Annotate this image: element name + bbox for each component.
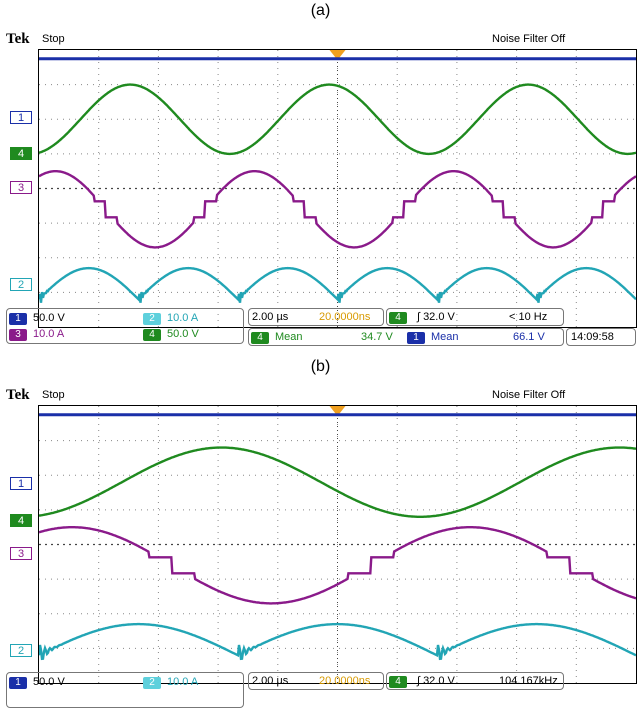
trigger-frequency: 104.167kHz xyxy=(499,675,558,687)
ch3-scale: 3 10.0 A xyxy=(9,328,64,341)
trigger-frequency: < 10 Hz xyxy=(509,311,548,323)
trigger-box: 4 ∫ 32.0 V < 10 Hz xyxy=(386,308,564,326)
channel-2-trace xyxy=(39,266,636,303)
timebase: 2.00 µs xyxy=(252,311,289,323)
trigger-level: ∫ 32.0 V xyxy=(417,311,455,323)
trigger-box: 4 ∫ 32.0 V 104.167kHz xyxy=(386,672,564,690)
ch1-scale: 1 50.0 V xyxy=(9,676,65,689)
measurement-2-value: 66.1 V xyxy=(513,331,545,343)
graticule-grid xyxy=(39,50,636,327)
trigger-position-marker xyxy=(329,406,346,416)
ch2-scale: 2 10.0 A xyxy=(143,676,198,689)
channel-2-marker: 2 xyxy=(10,644,32,657)
channel-1-marker: 1 xyxy=(10,111,32,124)
acquisition-state: Stop xyxy=(42,33,65,45)
measurement-2: 1 Mean xyxy=(407,331,459,344)
channel-3-trace xyxy=(39,169,636,249)
panel-label: (a) xyxy=(310,2,331,19)
brand-logo: Tek xyxy=(6,31,30,47)
trigger-position-marker xyxy=(329,50,346,60)
delay: 20.0000ns xyxy=(319,675,371,687)
waveform-graticule xyxy=(38,405,637,684)
channel-4-trace xyxy=(39,446,636,519)
timebase-box: 2.00 µs 20.0000ns xyxy=(248,308,384,326)
trigger-source: 4 xyxy=(389,675,413,688)
measurement-box: 4 Mean 34.7 V 1 Mean 66.1 V xyxy=(248,328,564,346)
scope-top-bar: Tek Stop Noise Filter Off xyxy=(0,387,641,405)
waveform-graticule xyxy=(38,49,637,328)
channel-4-marker: 4 xyxy=(10,147,32,160)
channel-scales-box: 1 50.0 V 2 10.0 A 3 10.0 A 4 50.0 V xyxy=(6,308,244,344)
waveform-plot xyxy=(39,406,636,683)
channel-3-marker: 3 xyxy=(10,547,32,560)
delay: 20.0000ns xyxy=(319,311,371,323)
channel-2-trace xyxy=(39,622,636,661)
brand-logo: Tek xyxy=(6,387,30,403)
ch1-scale: 1 50.0 V xyxy=(9,312,65,325)
noise-filter-status: Noise Filter Off xyxy=(492,33,566,45)
clock-box: 14:09:58 xyxy=(566,328,636,346)
ch2-scale: 2 10.0 A xyxy=(143,312,198,325)
channel-3-marker: 3 xyxy=(10,181,32,194)
scope-top-bar: Tek Stop Noise Filter Off xyxy=(0,31,641,49)
status-bar: 1 50.0 V 2 10.0 A 2.00 µs 20.0000ns 4 ∫ 32… xyxy=(0,670,641,714)
trigger-source: 4 xyxy=(389,311,413,324)
status-bar: 1 50.0 V 2 10.0 A 3 10.0 A 4 50.0 V 2.00 µs … xyxy=(0,306,641,350)
channel-4-trace xyxy=(39,83,636,156)
channel-4-marker: 4 xyxy=(10,514,32,527)
channel-3-trace xyxy=(39,525,636,605)
ch4-scale: 4 50.0 V xyxy=(143,328,199,341)
panel-label: (b) xyxy=(310,358,331,375)
channel-scales-box: 1 50.0 V 2 10.0 A xyxy=(6,672,244,708)
channel-1-marker: 1 xyxy=(10,477,32,490)
oscilloscope-screen: Tek Stop Noise Filter Off 1 4 3 2 1 50.0 … xyxy=(0,387,641,708)
timebase-box: 2.00 µs 20.0000ns xyxy=(248,672,384,690)
clock: 14:09:58 xyxy=(571,331,614,343)
graticule-grid xyxy=(39,406,636,683)
measurement-1: 4 Mean xyxy=(251,331,303,344)
waveform-plot xyxy=(39,50,636,327)
channel-2-marker: 2 xyxy=(10,278,32,291)
noise-filter-status: Noise Filter Off xyxy=(492,389,566,401)
oscilloscope-screen: Tek Stop Noise Filter Off 1 4 3 2 1 50.0 … xyxy=(0,31,641,349)
timebase: 2.00 µs xyxy=(252,675,289,687)
acquisition-state: Stop xyxy=(42,389,65,401)
trigger-level: ∫ 32.0 V xyxy=(417,675,455,687)
measurement-1-value: 34.7 V xyxy=(361,331,393,343)
